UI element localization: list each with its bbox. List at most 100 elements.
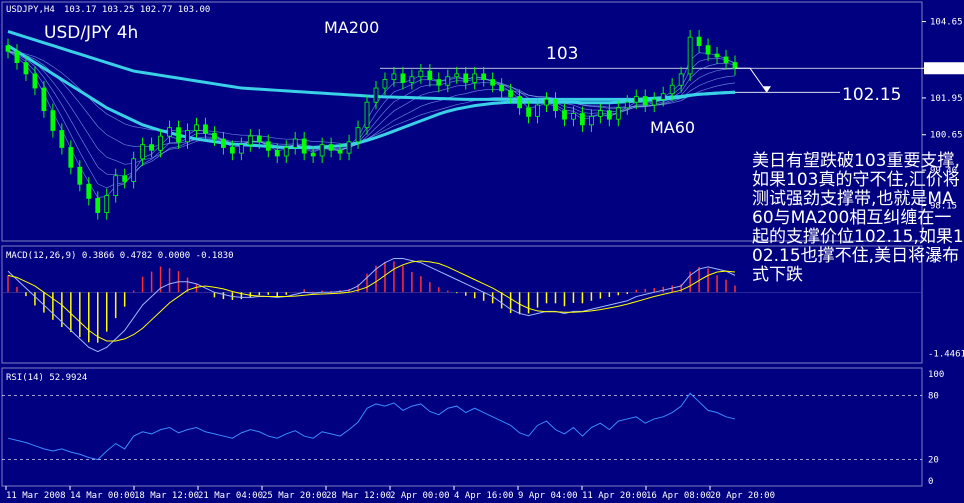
x-tick-label-5: 28 Mar 12:00 [326, 491, 391, 501]
x-tick-label-3: 21 Mar 04:00 [198, 491, 263, 501]
candle-body-13 [122, 175, 128, 182]
candle-body-77 [696, 36, 702, 47]
candle-body-23 [212, 132, 217, 140]
macd-signal-line [7, 260, 736, 342]
ribbon-line-4 [7, 50, 736, 148]
candle-body-49 [445, 76, 451, 86]
ma60-label: MA60 [650, 118, 695, 137]
candle-body-74 [669, 84, 675, 95]
rsi-title: RSI(14) 52.9924 [6, 373, 87, 383]
candle-body-14 [131, 158, 137, 182]
candle-body-60 [544, 98, 549, 106]
candle-body-5 [50, 110, 56, 131]
candle-body-19 [176, 127, 181, 143]
rsi-tick-label-0: 100 [928, 370, 944, 380]
rsi-panel-frame [1, 367, 923, 487]
candle-body-81 [732, 62, 738, 69]
candle-body-32 [292, 138, 298, 148]
candle-body-75 [678, 73, 684, 86]
candle-body-64 [580, 113, 585, 126]
support-label: 103 [546, 44, 578, 64]
candle-body-17 [158, 135, 163, 151]
candle-body-80 [723, 56, 729, 63]
candle-body-65 [588, 115, 594, 126]
candle-body-39 [355, 127, 361, 143]
candle-body-38 [346, 141, 352, 154]
x-tick-label-1: 14 Mar 00:00 [70, 491, 135, 501]
rsi-tick-label-1: 80 [928, 391, 939, 401]
candle-body-73 [660, 93, 666, 100]
chart-header: USDJPY,H4 [6, 5, 55, 15]
candle-body-50 [454, 73, 460, 78]
candle-body-69 [624, 101, 630, 109]
candle-body-51 [463, 73, 469, 83]
pair-label: USD/JPY 4h [44, 23, 138, 43]
candle-body-24 [221, 138, 226, 148]
x-tick-label-2: 18 Mar 12:00 [134, 491, 199, 501]
x-tick-label-0: 11 Mar 2008 [6, 491, 66, 501]
price-tick-label-3: 100.65 [930, 131, 963, 141]
candle-body-46 [418, 70, 424, 78]
candle-body-34 [310, 152, 316, 157]
macd-line [7, 257, 736, 353]
macd-tick-label-0: -1.4461 [928, 349, 964, 359]
candle-body-70 [633, 96, 639, 103]
candle-body-45 [409, 76, 415, 83]
candle-body-37 [337, 149, 343, 154]
forecast-arrow [735, 67, 768, 93]
candle-body-63 [571, 113, 576, 120]
candle-body-47 [427, 70, 433, 80]
ribbon-line-2 [7, 50, 736, 177]
candle-body-36 [328, 144, 334, 151]
candle-body-3 [32, 73, 38, 89]
series-line-ma200 [7, 30, 736, 101]
candle-body-44 [400, 73, 406, 83]
candle-body-21 [194, 124, 199, 131]
candle-body-27 [247, 135, 253, 146]
candle-body-52 [472, 73, 478, 83]
candle-body-55 [499, 84, 505, 92]
price-layer [5, 30, 922, 220]
candle-body-30 [274, 149, 280, 157]
candle-body-25 [229, 147, 235, 154]
candle-body-76 [687, 36, 693, 75]
panel-frames [1, 1, 923, 487]
candle-body-12 [113, 175, 119, 196]
price-panel-frame [1, 1, 923, 242]
candle-body-26 [238, 144, 244, 154]
candle-body-54 [490, 79, 496, 86]
price-tick-label-5: 98.15 [930, 201, 957, 211]
series-line-ma60 [7, 44, 736, 149]
candle-body-16 [149, 144, 155, 151]
macd-layer [2, 257, 922, 353]
price-tick-label-2: 101.95 [930, 94, 963, 104]
candle-body-29 [265, 141, 271, 151]
x-tick-label-8: 9 Apr 04:00 [518, 491, 578, 501]
axis-layer: 104.65103.00101.95100.6599.4098.15103.00… [5, 18, 964, 501]
candle-body-4 [41, 87, 47, 112]
candle-body-56 [508, 90, 514, 97]
current-price-box [924, 62, 964, 75]
candle-body-43 [391, 73, 397, 80]
ribbon-line-3 [7, 50, 736, 165]
candle-body-48 [436, 79, 442, 86]
chart-ohlc: 103.17 103.25 102.77 103.00 [64, 5, 210, 15]
candle-body-35 [319, 144, 325, 157]
macd-title: MACD(12,26,9) 0.3866 0.4782 0.0000 -0.18… [6, 251, 234, 261]
macd-panel-frame [1, 245, 923, 364]
candle-body-1 [14, 50, 20, 63]
candle-body-0 [5, 45, 11, 52]
ribbon-line-5 [7, 50, 736, 144]
price-tick-label-0: 104.65 [930, 18, 963, 28]
candle-body-9 [86, 183, 92, 199]
candle-body-10 [95, 197, 101, 213]
price-tick-label-4: 99.40 [930, 166, 957, 176]
candle-body-61 [553, 98, 558, 112]
candle-body-57 [517, 96, 522, 109]
forecast-arrowhead [763, 86, 771, 93]
candle-body-71 [642, 96, 648, 106]
ma200-label: MA200 [324, 18, 379, 37]
candle-body-15 [140, 144, 146, 160]
x-tick-label-9: 11 Apr 20:00 [582, 491, 647, 501]
